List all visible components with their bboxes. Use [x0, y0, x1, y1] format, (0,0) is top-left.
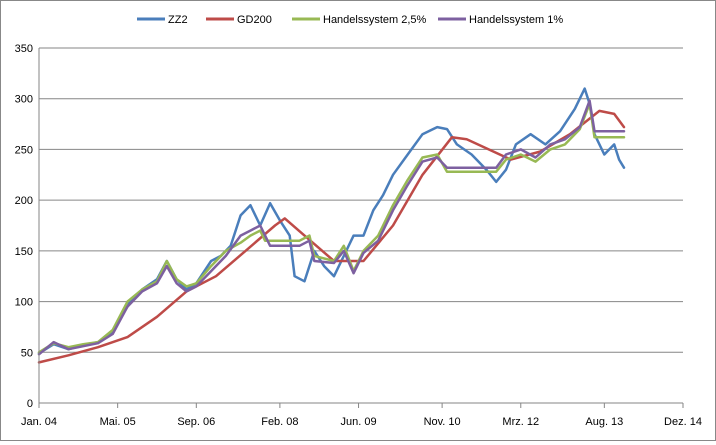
y-tick-label: 100 [15, 297, 33, 309]
x-tick-label: Mrz. 12 [502, 416, 539, 428]
x-tick-label: Feb. 08 [261, 416, 298, 428]
x-tick-label: Nov. 10 [424, 416, 461, 428]
series-line-2 [37, 109, 626, 364]
legend-item: GD200 [206, 14, 272, 26]
axes: 0 50 100 150 200 250 300 350 Jan. 04 Mai. 05 Sep. … [15, 43, 702, 428]
x-tick-label: Jun. 09 [340, 416, 376, 428]
y-tick-label: 50 [21, 347, 33, 359]
series-layer [37, 87, 626, 364]
series-line-4 [37, 99, 626, 356]
legend-item: Handelssystem 2,5% [292, 14, 427, 26]
x-tick-label: Aug. 13 [585, 416, 623, 428]
legend-label: GD200 [237, 14, 272, 26]
x-tick-label: Mai. 05 [100, 416, 136, 428]
legend-item: Handelssystem 1% [438, 14, 563, 26]
y-tick-label: 200 [15, 195, 33, 207]
y-tick-label: 250 [15, 144, 33, 156]
x-tick-label: Jan. 04 [21, 416, 57, 428]
series-line-1 [37, 87, 626, 355]
legend-label: ZZ2 [168, 14, 188, 26]
legend-label: Handelssystem 1% [469, 14, 563, 26]
y-tick-label: 150 [15, 246, 33, 258]
y-tick-label: 350 [15, 43, 33, 55]
y-tick-label: 300 [15, 94, 33, 106]
legend: ZZ2 GD200 Handelssystem 2,5% Handelssystem … [137, 14, 563, 26]
gridlines [39, 47, 683, 404]
legend-label: Handelssystem 2,5% [323, 14, 427, 26]
series-line-3 [37, 102, 626, 354]
y-tick-label: 0 [27, 398, 33, 410]
legend-item: ZZ2 [137, 14, 188, 26]
x-tick-label: Sep. 06 [177, 416, 215, 428]
x-tick-label: Dez. 14 [664, 416, 702, 428]
